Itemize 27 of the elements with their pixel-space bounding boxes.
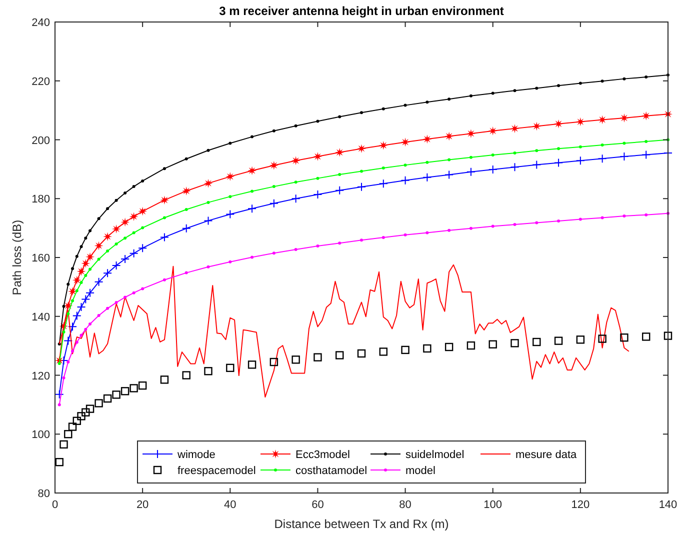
legend-label: wimode <box>176 449 216 461</box>
x-tick-label: 40 <box>224 499 236 511</box>
x-axis-title: Distance between Tx and Rx (m) <box>274 517 449 531</box>
y-tick-label: 160 <box>32 252 50 264</box>
y-tick-label: 240 <box>32 17 50 29</box>
legend-label: model <box>406 465 436 477</box>
y-tick-label: 180 <box>32 194 50 206</box>
x-tick-label: 20 <box>136 499 149 511</box>
y-tick-label: 220 <box>32 76 50 88</box>
legend-label: suidelmodel <box>406 449 464 461</box>
x-tick-label: 140 <box>658 499 678 511</box>
legend-label: Ecc3model <box>296 449 350 461</box>
y-tick-label: 100 <box>32 429 50 442</box>
y-tick-label: 80 <box>38 488 50 500</box>
y-tick-label: 200 <box>32 134 50 147</box>
chart-title: 3 m receiver antenna height in urban environment <box>219 4 504 18</box>
x-tick-label: 0 <box>52 499 58 511</box>
legend-label: freespacemodel <box>178 465 256 477</box>
legend-label: costhatamodel <box>296 465 368 477</box>
y-tick-label: 140 <box>32 311 50 324</box>
x-tick-label: 80 <box>399 499 412 511</box>
y-tick-label: 120 <box>32 370 50 382</box>
y-axis-title: Path loss (dB) <box>10 220 24 296</box>
x-tick-label: 60 <box>312 499 324 511</box>
x-tick-label: 120 <box>571 499 590 511</box>
legend-label: mesure data <box>516 449 578 461</box>
x-tick-label: 100 <box>484 499 502 511</box>
